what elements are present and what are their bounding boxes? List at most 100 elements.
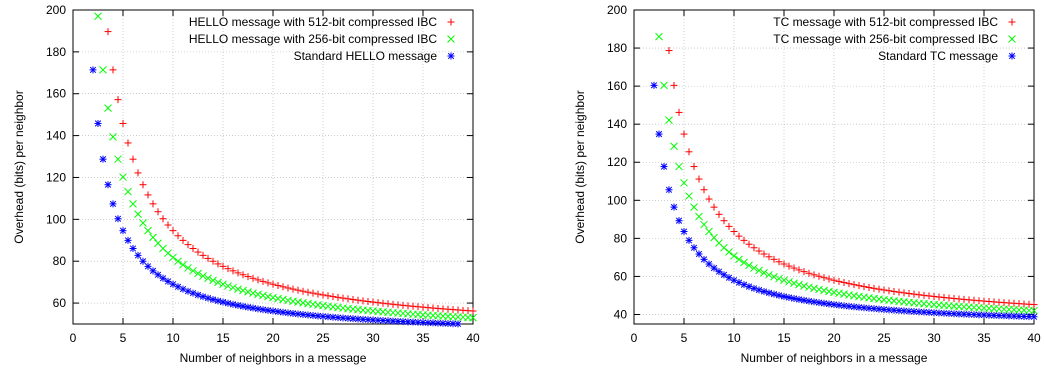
data-point <box>219 298 227 306</box>
data-point <box>444 320 452 328</box>
data-point <box>875 305 883 313</box>
data-point <box>224 265 232 273</box>
x-tick-label: 30 <box>927 331 941 345</box>
data-point <box>665 186 673 194</box>
data-point <box>354 296 362 304</box>
data-point <box>139 181 147 189</box>
data-point <box>224 299 232 307</box>
data-point <box>835 301 843 309</box>
data-point <box>900 289 908 297</box>
data-point <box>259 291 267 300</box>
hello-overhead-chart: 0 5 10 15 20 25 30 35 40 60 80 100 120 140 160 180 200 Nu… <box>12 3 480 365</box>
data-point <box>154 208 162 216</box>
y-tick-label: 160 <box>607 79 627 93</box>
data-point <box>810 298 818 306</box>
x-tick-label: 5 <box>120 331 127 345</box>
data-point <box>770 290 778 298</box>
data-point <box>134 251 142 259</box>
data-point <box>720 217 728 225</box>
data-point <box>840 290 848 299</box>
series-3 <box>89 66 462 328</box>
data-point <box>685 148 693 156</box>
y-tick-label: 200 <box>46 3 66 17</box>
data-point <box>815 272 823 280</box>
data-point <box>294 310 302 318</box>
data-point <box>209 276 217 285</box>
data-point <box>775 274 783 283</box>
data-point <box>715 268 723 276</box>
data-point <box>284 296 292 305</box>
data-point <box>379 317 387 325</box>
x-tick-label: 35 <box>977 331 991 345</box>
data-point <box>344 295 352 303</box>
plot-frame <box>72 9 474 325</box>
data-point <box>700 220 708 229</box>
data-point <box>765 253 773 261</box>
data-point <box>650 81 658 89</box>
data-point <box>670 81 678 89</box>
data-point <box>119 173 127 181</box>
chart-panel-tc: 0 5 10 15 20 25 30 35 40 40 60 80 100 120 140 160 180 200… <box>522 0 1044 387</box>
data-point <box>259 306 267 314</box>
data-point <box>745 240 753 248</box>
data-point <box>770 272 778 281</box>
legend: HELLO message with 512-bit compressed IB… <box>189 15 455 63</box>
data-point <box>214 260 222 268</box>
data-point <box>700 255 708 263</box>
data-point <box>1030 301 1038 309</box>
data-point <box>109 133 117 141</box>
data-point <box>855 282 863 290</box>
data-point <box>775 258 783 266</box>
data-point <box>94 119 102 127</box>
x-axis-label: Number of neighbors in a message <box>741 351 928 365</box>
data-point <box>234 301 242 309</box>
data-point <box>144 262 152 270</box>
y-tick-label: 40 <box>614 307 628 321</box>
data-point <box>835 289 843 298</box>
data-point <box>169 253 177 262</box>
data-point <box>660 81 668 90</box>
data-point <box>860 283 868 291</box>
data-point <box>274 294 282 303</box>
data-point <box>775 291 783 299</box>
data-point <box>169 280 177 288</box>
data-point <box>339 294 347 302</box>
x-tick-label: 25 <box>316 331 330 345</box>
data-point <box>129 245 137 253</box>
data-point <box>434 319 442 327</box>
chart-panel-hello: 0 5 10 15 20 25 30 35 40 60 80 100 120 140 160 180 200 Nu… <box>12 3 480 365</box>
y-tick-label: 120 <box>607 155 627 169</box>
data-point <box>665 47 673 55</box>
data-point <box>134 210 142 219</box>
data-point <box>104 104 112 113</box>
data-point <box>795 280 803 289</box>
data-point <box>975 311 983 319</box>
data-point <box>755 266 763 275</box>
data-point <box>655 32 663 41</box>
data-point <box>144 226 152 235</box>
data-point <box>655 130 663 138</box>
data-point <box>765 289 773 297</box>
data-point <box>800 296 808 304</box>
data-point <box>805 269 813 277</box>
data-point <box>735 232 743 240</box>
data-point <box>750 284 758 292</box>
data-point <box>695 250 703 258</box>
data-point <box>309 289 317 297</box>
data-point <box>164 221 172 229</box>
data-point <box>194 269 202 278</box>
data-point <box>189 245 197 253</box>
data-point <box>169 227 177 235</box>
y-tick-label: 100 <box>607 193 627 207</box>
data-point <box>254 305 262 313</box>
data-point <box>114 215 122 223</box>
data-point <box>249 274 257 282</box>
data-point <box>765 270 773 279</box>
data-point <box>720 243 728 252</box>
data-point <box>705 227 713 236</box>
data-point <box>780 276 788 285</box>
data-point <box>109 66 117 74</box>
data-point <box>214 297 222 305</box>
data-point <box>404 318 412 326</box>
data-point <box>424 319 432 327</box>
